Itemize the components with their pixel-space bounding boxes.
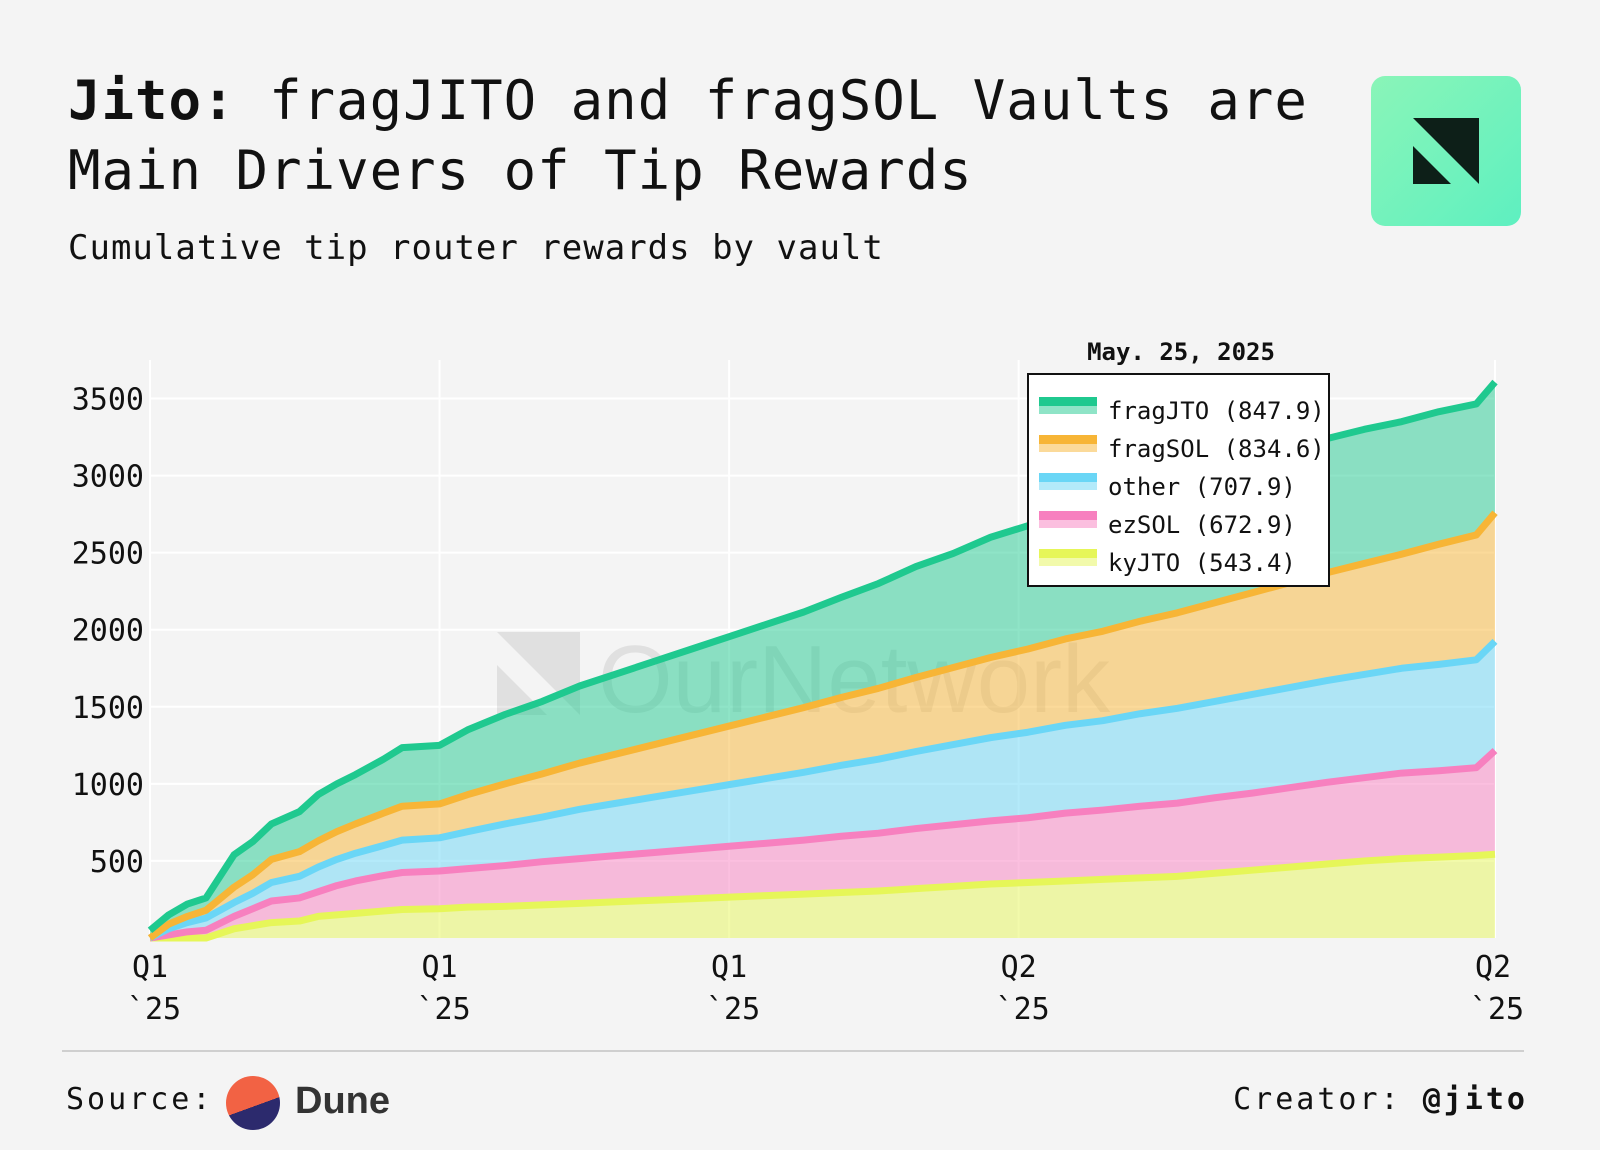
legend-swatch-fill-other — [1039, 482, 1097, 490]
y-tick-label: 1000 — [72, 768, 144, 803]
y-tick-label: 1500 — [72, 691, 144, 726]
x-tick-label: Q2 — [1475, 950, 1511, 985]
chart-subtitle: Cumulative tip router rewards by vault — [68, 228, 884, 268]
x-tick-label: `25 — [706, 992, 760, 1027]
hover-tooltip: May. 25, 2025 fragJTO (847.9) fragSOL (834… — [1027, 338, 1330, 587]
footer-divider — [62, 1050, 1524, 1052]
legend-swatch-fill-kyJTO — [1039, 558, 1097, 566]
y-tick-label: 500 — [90, 845, 144, 880]
y-tick-label: 2000 — [72, 614, 144, 649]
x-tick-label: Q1 — [711, 950, 747, 985]
legend-swatch-fill-ezSOL — [1039, 520, 1097, 528]
x-tick-label: `25 — [127, 992, 181, 1027]
legend-entry-kyJTO: kyJTO (543.4) — [1108, 549, 1296, 577]
y-tick-label: 3000 — [72, 460, 144, 495]
legend-swatch-fill-fragJTO — [1039, 406, 1097, 414]
legend-swatch-kyJTO — [1039, 549, 1097, 558]
chart-title-strong: Jito: — [68, 69, 236, 132]
source-label: Source: — [66, 1082, 214, 1117]
y-tick-label: 2500 — [72, 537, 144, 572]
creator-credit: Creator: @jito — [1233, 1082, 1528, 1117]
legend-entry-fragJTO: fragJTO (847.9) — [1108, 397, 1325, 425]
legend-entry-other: other (707.9) — [1108, 473, 1296, 501]
source-name: Dune — [295, 1080, 390, 1122]
legend-swatch-fragJTO — [1039, 397, 1097, 406]
tooltip-date: May. 25, 2025 — [1087, 338, 1275, 366]
legend-swatch-ezSOL — [1039, 511, 1097, 520]
line-fragSOL — [147, 510, 1498, 941]
legend-swatch-other — [1039, 473, 1097, 482]
ournetwork-logo-icon — [1371, 76, 1521, 226]
chart-title: Jito: fragJITO and fragSOL Vaults are Ma… — [68, 66, 1308, 206]
dune-logo-icon — [226, 1076, 280, 1130]
chart-title-rest: fragJITO and fragSOL Vaults are Main Dri… — [68, 69, 1308, 202]
legend-swatch-fill-fragSOL — [1039, 444, 1097, 452]
x-tick-label: `25 — [1470, 992, 1524, 1027]
x-tick-label: `25 — [996, 992, 1050, 1027]
y-tick-label: 3500 — [72, 383, 144, 418]
line-other — [148, 638, 1498, 942]
creator-label: Creator: — [1233, 1082, 1402, 1117]
x-tick-label: Q2 — [1001, 950, 1037, 985]
legend-entry-fragSOL: fragSOL (834.6) — [1108, 435, 1325, 463]
stacked-area-chart: OurNetwork500100015002000250030003500Q1`… — [72, 338, 1524, 1027]
x-tick-label: `25 — [416, 992, 470, 1027]
line-kyJTO — [150, 850, 1496, 942]
creator-handle: @jito — [1422, 1082, 1528, 1117]
area-ezSOL — [150, 750, 1495, 938]
x-tick-label: Q1 — [132, 950, 168, 985]
x-tick-label: Q1 — [421, 950, 457, 985]
line-ezSOL — [149, 747, 1498, 942]
legend-entry-ezSOL: ezSOL (672.9) — [1108, 511, 1296, 539]
legend-swatch-fragSOL — [1039, 435, 1097, 444]
